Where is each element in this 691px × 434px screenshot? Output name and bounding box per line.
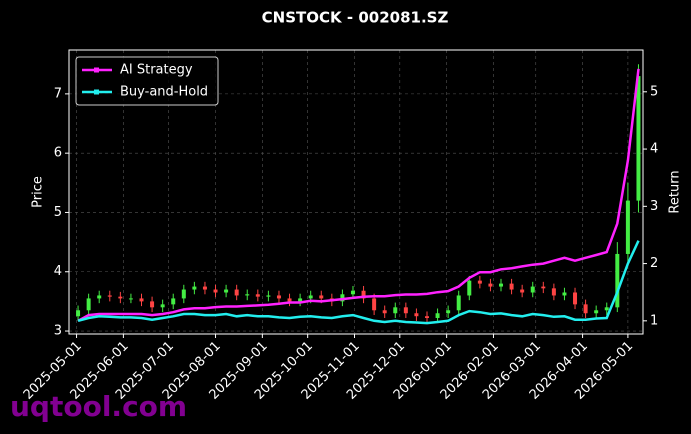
y2-tick-label: 2: [650, 256, 658, 271]
y2-axis-label: Return: [668, 170, 683, 213]
candle-body: [118, 296, 123, 299]
candle-body: [340, 294, 345, 302]
legend-marker: [94, 67, 99, 73]
legend-label: AI Strategy: [120, 63, 193, 78]
y2-tick-label: 3: [650, 199, 658, 214]
chart-title: CNSTOCK - 002081.SZ: [262, 9, 449, 27]
y-tick-label: 7: [54, 86, 62, 101]
candle-body: [298, 298, 303, 302]
watermark: uqtool.com: [10, 390, 187, 423]
y2-tick-label: 5: [650, 84, 658, 99]
candle-body: [97, 295, 102, 299]
candle-body: [562, 292, 567, 296]
y2-tick-label: 4: [650, 142, 658, 157]
candle-body: [382, 310, 387, 314]
candle-body: [520, 289, 525, 293]
candle-body: [435, 313, 440, 318]
candle-body: [551, 288, 556, 296]
candle-body: [224, 289, 229, 293]
candle-body: [319, 295, 324, 299]
candle-body: [213, 289, 218, 293]
series-line: [77, 240, 640, 325]
candle-body: [150, 301, 155, 308]
y-tick-label: 3: [54, 324, 62, 339]
legend-label: Buy-and-Hold: [120, 85, 208, 100]
candle-body: [541, 286, 546, 289]
candle-body: [499, 283, 504, 287]
candle-body: [509, 283, 514, 290]
candle-body: [424, 316, 429, 318]
candle-body: [287, 298, 292, 302]
candle-body: [308, 295, 313, 299]
candle-body: [583, 304, 588, 314]
legend: AI Strategy Buy-and-Hold: [75, 56, 219, 106]
candle-body: [403, 307, 408, 314]
candle-body: [181, 289, 186, 299]
candle-body: [361, 290, 366, 299]
candle-body: [350, 290, 355, 295]
y-tick-label: 5: [54, 205, 62, 220]
candle-body: [202, 286, 207, 290]
candle-body: [255, 294, 260, 297]
candle-body: [625, 200, 630, 254]
candle-body: [594, 310, 599, 314]
candle-body: [86, 298, 91, 311]
candle-body: [636, 76, 641, 201]
candle-body: [456, 295, 461, 311]
series-line: [77, 68, 640, 322]
y-tick-label: 4: [54, 264, 62, 279]
candle-body: [573, 292, 578, 305]
legend-marker: [94, 89, 99, 95]
candle-body: [139, 298, 144, 302]
candle-body: [171, 298, 176, 305]
plot-frame: [68, 49, 644, 335]
candle-body: [615, 253, 620, 308]
candle-body: [477, 280, 482, 284]
candle-body: [530, 286, 535, 293]
candle-body: [446, 310, 451, 314]
candle-body: [107, 295, 112, 297]
candle-body: [393, 307, 398, 314]
y-axis-label: Price: [31, 176, 46, 208]
candle-body: [604, 307, 609, 311]
candle-body: [76, 310, 81, 317]
candle-body: [160, 304, 165, 308]
y-tick-label: 6: [54, 146, 62, 161]
candle-body: [467, 280, 472, 296]
candle-body: [276, 295, 281, 299]
candle-body: [372, 298, 377, 311]
candle-body: [488, 283, 493, 287]
candle-body: [234, 289, 239, 296]
y2-tick-label: 1: [650, 313, 658, 328]
candle-body: [192, 286, 197, 290]
candle-body: [414, 313, 419, 317]
candle-body: [128, 298, 133, 300]
candle-body: [245, 294, 250, 296]
candle-body: [266, 295, 271, 297]
